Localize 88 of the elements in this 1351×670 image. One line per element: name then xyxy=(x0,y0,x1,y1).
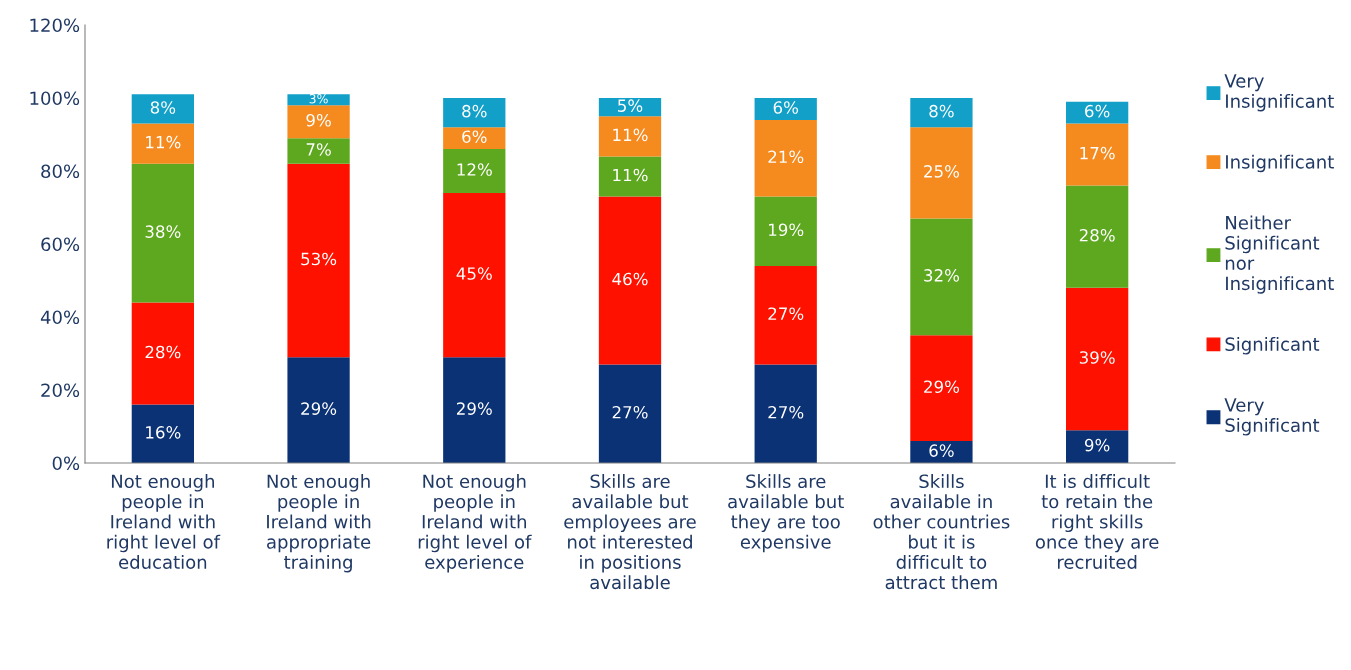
data-label: 8% xyxy=(462,104,487,118)
data-label: 29% xyxy=(301,402,337,415)
bar xyxy=(1066,430,1129,463)
bar xyxy=(910,127,973,219)
data-label: 27% xyxy=(612,405,648,419)
x-tick-label: Not enough people in Ireland with appropriate training xyxy=(267,474,371,573)
data-label: 38% xyxy=(145,225,181,238)
x-tick-label: Not enough people in Ireland with right level of experience xyxy=(418,474,532,573)
data-label: 28% xyxy=(1079,228,1115,242)
data-label: 28% xyxy=(145,345,181,359)
data-label: 16% xyxy=(146,426,181,439)
x-tick-label: Skills are available but employees are not interested in positions available xyxy=(564,474,696,590)
bar xyxy=(1066,101,1129,124)
data-label: 45% xyxy=(456,267,492,280)
data-label: 17% xyxy=(1080,146,1115,160)
legend-label: Significant xyxy=(1225,337,1320,355)
legend-label: Very Insignificant xyxy=(1224,74,1334,112)
data-label: 25% xyxy=(924,165,960,178)
bar xyxy=(598,156,662,197)
bar xyxy=(1066,123,1129,186)
data-label: 6% xyxy=(462,130,487,143)
bar xyxy=(443,357,506,463)
bar xyxy=(910,335,973,442)
bar xyxy=(287,163,350,358)
bar xyxy=(754,265,817,365)
data-label: 8% xyxy=(150,101,176,114)
bar xyxy=(131,94,194,124)
y-tick-label: 0% xyxy=(52,456,80,471)
y-tick-label: 80% xyxy=(41,164,80,179)
x-tick-label: Skills are available but they are too expensive xyxy=(728,474,844,553)
data-label: 46% xyxy=(612,272,648,286)
data-label: 11% xyxy=(613,168,648,182)
legend-label: Very Significant xyxy=(1224,398,1320,436)
bar xyxy=(598,196,662,365)
y-tick-label: 100% xyxy=(30,91,80,106)
data-label: 39% xyxy=(1079,351,1115,364)
bar xyxy=(131,404,194,463)
y-tick-label: 40% xyxy=(40,310,80,325)
bar xyxy=(131,163,194,303)
bar xyxy=(598,364,662,463)
bar xyxy=(287,94,350,106)
bar xyxy=(443,192,506,358)
bar xyxy=(443,127,506,150)
data-label: 6% xyxy=(1085,104,1110,118)
data-label: 3% xyxy=(309,94,328,104)
data-label: 19% xyxy=(769,223,804,237)
bar xyxy=(1066,185,1129,288)
bar xyxy=(754,98,817,120)
data-label: 7% xyxy=(306,143,331,156)
bar xyxy=(910,218,973,336)
data-label: 9% xyxy=(306,113,331,127)
data-label: 21% xyxy=(768,150,804,164)
data-label: 27% xyxy=(768,307,804,321)
bar xyxy=(754,196,817,266)
bar xyxy=(287,357,350,463)
data-label: 12% xyxy=(457,163,492,176)
x-tick-label: Skills available in other countries but it is difficult to attract them xyxy=(873,474,1010,590)
bar xyxy=(598,98,662,117)
data-label: 11% xyxy=(613,128,648,142)
bar xyxy=(1066,287,1129,431)
data-label: 6% xyxy=(929,444,954,457)
x-tick-label: It is difficult to retain the right skills once they are recruited xyxy=(1035,474,1159,569)
data-label: 9% xyxy=(1084,438,1110,452)
bar xyxy=(598,116,662,157)
legend-label: Neither Significant nor Insignificant xyxy=(1225,215,1334,294)
legend-label: Insignificant xyxy=(1226,154,1334,173)
bar xyxy=(287,138,350,164)
data-label: 27% xyxy=(768,405,804,419)
bar xyxy=(131,123,194,164)
y-tick-label: 120% xyxy=(30,18,80,33)
bar xyxy=(910,98,973,128)
data-label: 29% xyxy=(456,402,492,415)
y-tick-label: 60% xyxy=(41,237,80,252)
data-label: 53% xyxy=(301,252,337,266)
y-tick-label: 20% xyxy=(41,383,80,398)
bar xyxy=(754,364,817,463)
data-label: 11% xyxy=(146,135,181,149)
data-label: 8% xyxy=(929,104,954,118)
bar xyxy=(131,302,194,405)
data-label: 6% xyxy=(773,101,799,114)
data-label: 5% xyxy=(618,99,643,112)
bar xyxy=(287,105,350,139)
data-label: 29% xyxy=(924,380,960,394)
x-tick-label: Not enough people in Ireland with right level of education xyxy=(107,474,221,569)
bar xyxy=(754,119,817,197)
bar xyxy=(443,98,506,128)
data-label: 32% xyxy=(924,269,960,282)
bar xyxy=(443,149,506,193)
